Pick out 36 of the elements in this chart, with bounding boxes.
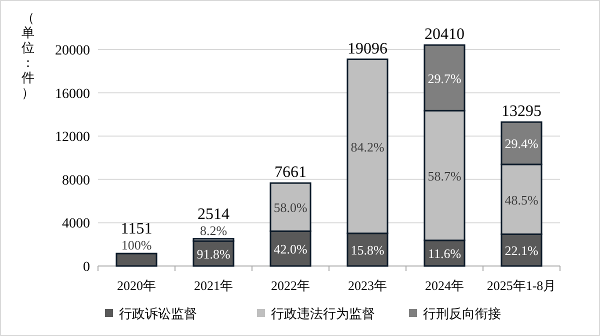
annotation: 100% <box>121 238 152 253</box>
total-label: 19096 <box>348 40 388 58</box>
total-label: 1151 <box>120 220 152 238</box>
annotation: 58.7% <box>428 168 462 184</box>
total-label: 7661 <box>274 164 306 182</box>
y-label: （单位：件） <box>22 11 34 101</box>
y-tick-label: 8000 <box>62 173 90 188</box>
x-tick-label: 2021年 <box>194 278 233 293</box>
legend-label: 行政违法行为监督 <box>271 307 375 322</box>
annotation: 29.4% <box>504 136 538 152</box>
x-tick-label: 2020年 <box>117 278 156 293</box>
annotation: 8.2% <box>200 222 228 238</box>
annotation: 15.8% <box>350 242 384 258</box>
y-tick-label: 0 <box>83 260 90 275</box>
legend-label: 行政诉讼监督 <box>119 307 197 322</box>
x-tick-label: 2022年 <box>271 278 310 293</box>
bar <box>116 252 158 267</box>
x-tick-label: 2023年 <box>348 278 387 293</box>
annotation: 22.1% <box>504 243 538 258</box>
x-tick-label: 2025年1-8月 <box>486 278 556 293</box>
annotation: 11.6% <box>428 246 462 262</box>
annotation: 29.7% <box>428 70 462 86</box>
y-tick-label: 12000 <box>55 130 90 146</box>
legend-label: 行刑反向衔接 <box>423 307 501 322</box>
total-label: 13295 <box>502 103 542 120</box>
annotation: 42.0% <box>274 242 308 257</box>
annotation: 48.5% <box>504 192 538 208</box>
total-label: 20410 <box>424 26 464 44</box>
y-tick-label: 4000 <box>62 216 90 232</box>
y-tick-label: 16000 <box>55 86 90 102</box>
annotation: 58.0% <box>274 200 308 216</box>
annotation: 91.8% <box>196 246 230 262</box>
y-tick-label: 20000 <box>55 43 90 58</box>
annotation: 84.2% <box>350 139 384 154</box>
x-tick-label: 2024年 <box>425 278 464 293</box>
total-label: 2514 <box>198 206 230 223</box>
